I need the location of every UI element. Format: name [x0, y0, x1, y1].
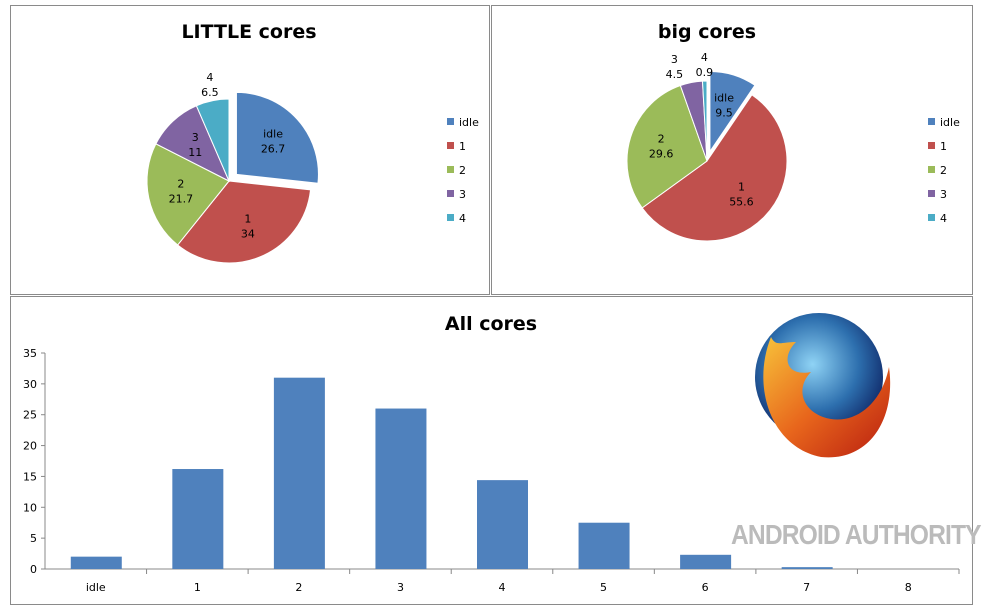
legend-swatch — [928, 142, 935, 149]
x-tick-label: 4 — [499, 581, 506, 594]
x-tick-label: 8 — [905, 581, 912, 594]
legend-entry: 2 — [940, 164, 947, 177]
pie-slice-idle — [709, 70, 756, 154]
bar-3 — [375, 408, 427, 569]
data-label: 2 — [177, 177, 184, 190]
legend-swatch — [928, 214, 935, 221]
legend-entry: 3 — [940, 188, 947, 201]
x-tick-label: 6 — [702, 581, 709, 594]
chart-title: big cores — [658, 21, 756, 43]
data-label: 4.5 — [666, 68, 684, 81]
x-tick-label: idle — [86, 581, 106, 594]
pie-slice-2 — [146, 143, 230, 246]
legend-entry: 3 — [459, 188, 466, 201]
legend-swatch — [928, 118, 935, 125]
data-label: idle — [714, 92, 734, 105]
y-tick-label: 30 — [23, 378, 37, 391]
y-tick-label: 35 — [23, 347, 37, 360]
data-label: 1 — [244, 212, 251, 225]
big-cores-panel: big cores idle 9.5 idle 1 55.6 1 2 29.6 2 3 4.5 3 4 0.… — [491, 5, 973, 295]
x-tick-label: 7 — [803, 581, 810, 594]
legend-entry: 2 — [459, 164, 466, 177]
data-label: 4 — [206, 71, 213, 84]
data-label: 11 — [188, 146, 202, 159]
pie-slice-4 — [701, 80, 708, 162]
chart-title: All cores — [445, 313, 537, 335]
pie-slice-1 — [641, 94, 788, 242]
bar-2 — [273, 377, 325, 569]
legend-entry: idle — [940, 116, 960, 129]
x-tick-label: 2 — [295, 581, 302, 594]
bar-1 — [172, 469, 224, 569]
data-label: 2 — [658, 133, 665, 146]
legend-entry: idle — [459, 116, 479, 129]
y-tick-label: 20 — [23, 440, 37, 453]
pie-slice-idle — [235, 91, 319, 184]
y-tick-label: 10 — [23, 501, 37, 514]
data-label: 1 — [738, 180, 745, 193]
x-tick-label: 3 — [397, 581, 404, 594]
bar-6 — [680, 554, 732, 569]
y-tick-label: 25 — [23, 409, 37, 422]
data-label: 55.6 — [729, 195, 754, 208]
data-label: 6.5 — [201, 86, 219, 99]
watermark: ANDROID AUTHORITY — [731, 519, 982, 550]
bar-4 — [477, 480, 528, 569]
little-cores-panel: LITTLE cores idle 26.7 idle 1 34 1 2 21.7 2 3 11 3 4 6… — [10, 5, 490, 295]
data-label: 9.5 — [715, 107, 733, 120]
x-tick-label: 1 — [194, 581, 201, 594]
y-tick-label: 5 — [30, 532, 37, 545]
legend-entry: 1 — [459, 140, 466, 153]
data-label: 0.9 — [696, 66, 714, 79]
x-tick-label: 5 — [600, 581, 607, 594]
pie-slice-2 — [626, 84, 708, 209]
firefox-logo — [755, 313, 891, 458]
legend-swatch — [447, 142, 454, 149]
little-cores-pie-chart: LITTLE coresidle26.7idle1341221.72311346… — [146, 21, 479, 264]
legend-entry: 1 — [940, 140, 947, 153]
legend-entry: 4 — [459, 212, 466, 225]
all-cores-panel: All cores 0 5 10 15 20 25 30 35 idle 1 2 3 4 5 6 7 8 ANDR… — [10, 296, 982, 605]
big-cores-pie-chart: big cores idle 9.5 idle 1 55.6 1 2 29.6 2 3 4.5 3 4 0.… — [626, 21, 960, 242]
y-tick-label: 0 — [30, 563, 37, 576]
pie-slice-1 — [176, 180, 312, 264]
legend-swatch — [928, 190, 935, 197]
legend-swatch — [447, 214, 454, 221]
data-label: 3 — [671, 53, 678, 66]
legend-entry: 4 — [940, 212, 947, 225]
data-label: 3 — [192, 131, 199, 144]
chart-title: LITTLE cores — [181, 21, 316, 43]
legend-swatch — [928, 166, 935, 173]
data-label: 21.7 — [169, 192, 194, 205]
bar-5 — [578, 522, 630, 569]
data-label: 34 — [241, 227, 255, 240]
data-label: 29.6 — [649, 148, 674, 161]
data-label: 26.7 — [261, 142, 286, 155]
data-label: 4 — [701, 51, 708, 64]
bar-idle — [70, 556, 122, 569]
data-label: idle — [263, 127, 283, 140]
legend-swatch — [447, 190, 454, 197]
all-cores-bar-chart: All cores 0 5 10 15 20 25 30 35 idle 1 2 3 4 5 6 7 8 — [23, 313, 960, 594]
y-tick-label: 15 — [23, 470, 37, 483]
pie-slice-4 — [195, 98, 230, 182]
bar-7 — [781, 567, 833, 569]
legend-swatch — [447, 166, 454, 173]
legend-swatch — [447, 118, 454, 125]
